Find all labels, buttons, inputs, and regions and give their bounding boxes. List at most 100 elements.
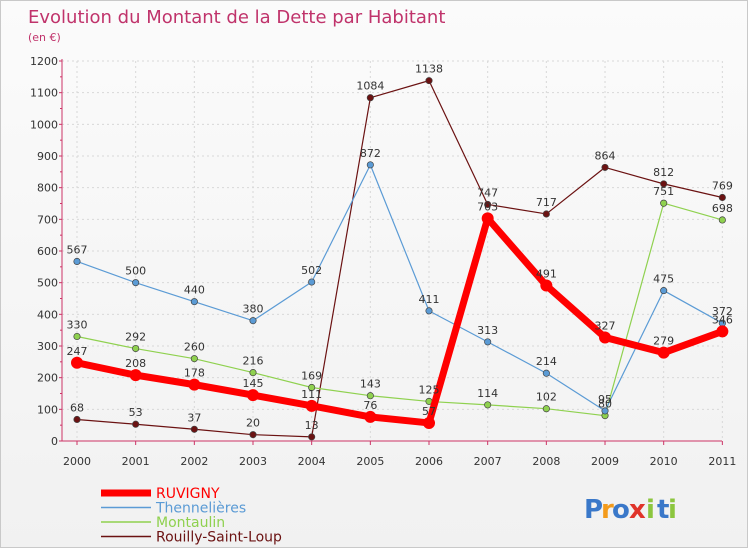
data-label-ruvigny: 111 bbox=[301, 388, 322, 401]
data-label-ruvigny: 247 bbox=[67, 345, 88, 358]
data-label-rouilly-saint-loup: 1084 bbox=[356, 80, 384, 93]
data-point-rouilly-saint-loup bbox=[601, 163, 609, 171]
legend-label: Rouilly-Saint-Loup bbox=[156, 530, 282, 546]
x-tick-label: 2002 bbox=[180, 455, 208, 468]
data-label-montaulin: 114 bbox=[477, 387, 498, 400]
data-label-thenneli-res: 214 bbox=[536, 355, 557, 368]
x-tick-label: 2004 bbox=[298, 455, 326, 468]
data-label-rouilly-saint-loup: 53 bbox=[129, 406, 143, 419]
data-point-ruvigny bbox=[716, 325, 729, 338]
data-point-montaulin bbox=[542, 405, 550, 413]
y-tick-label: 200 bbox=[37, 372, 58, 385]
data-label-montaulin: 260 bbox=[184, 341, 205, 354]
y-tick-label: 900 bbox=[37, 150, 58, 163]
y-tick-label: 800 bbox=[37, 182, 58, 195]
data-point-montaulin bbox=[660, 199, 668, 207]
data-label-thenneli-res: 500 bbox=[125, 265, 146, 278]
data-label-thenneli-res: 95 bbox=[598, 393, 612, 406]
chart-subtitle: (en €) bbox=[28, 31, 61, 44]
data-point-rouilly-saint-loup bbox=[190, 425, 198, 433]
x-tick-label: 2009 bbox=[591, 455, 619, 468]
logo-letter: r bbox=[601, 495, 614, 525]
data-point-ruvigny bbox=[247, 389, 260, 402]
data-label-montaulin: 80 bbox=[598, 398, 612, 411]
data-label-ruvigny: 76 bbox=[363, 399, 377, 412]
data-point-ruvigny bbox=[305, 399, 318, 412]
data-point-montaulin bbox=[132, 344, 140, 353]
data-point-ruvigny bbox=[657, 346, 670, 359]
data-label-ruvigny: 208 bbox=[125, 357, 146, 370]
logo-letter: t bbox=[657, 495, 669, 525]
data-label-montaulin: 102 bbox=[536, 391, 557, 404]
data-point-montaulin bbox=[73, 332, 81, 341]
data-point-thenneli-res bbox=[249, 317, 257, 325]
data-label-thenneli-res: 440 bbox=[184, 284, 205, 297]
x-tick-label: 2008 bbox=[532, 455, 560, 468]
series-line-rouilly-saint-loup bbox=[76, 80, 723, 438]
data-point-thenneli-res bbox=[601, 407, 609, 415]
data-label-thenneli-res: 502 bbox=[301, 264, 322, 277]
data-point-ruvigny bbox=[599, 331, 612, 344]
data-label-ruvigny: 327 bbox=[595, 319, 616, 332]
data-label-ruvigny: 145 bbox=[243, 377, 264, 390]
data-point-rouilly-saint-loup bbox=[132, 420, 140, 428]
x-tick-label: 2005 bbox=[356, 455, 384, 468]
data-label-ruvigny: 178 bbox=[184, 367, 205, 380]
data-point-ruvigny bbox=[481, 212, 494, 225]
y-tick-label: 1200 bbox=[30, 55, 58, 68]
data-label-thenneli-res: 411 bbox=[419, 293, 440, 306]
series-line-ruvigny bbox=[76, 214, 724, 427]
legend-label: Montaulin bbox=[156, 515, 225, 531]
x-tick-label: 2006 bbox=[415, 455, 443, 468]
x-tick-label: 2001 bbox=[122, 455, 150, 468]
x-tick-label: 2003 bbox=[239, 455, 267, 468]
data-label-rouilly-saint-loup: 812 bbox=[653, 166, 674, 179]
y-tick-label: 100 bbox=[37, 403, 58, 416]
y-tick-label: 600 bbox=[37, 245, 58, 258]
data-point-thenneli-res bbox=[425, 307, 433, 315]
logo-letter: i bbox=[668, 495, 677, 525]
data-point-rouilly-saint-loup bbox=[542, 210, 550, 218]
data-point-rouilly-saint-loup bbox=[718, 193, 726, 202]
data-point-thenneli-res bbox=[73, 257, 81, 266]
data-label-thenneli-res: 872 bbox=[360, 147, 381, 160]
data-label-ruvigny: 57 bbox=[422, 405, 436, 418]
data-point-thenneli-res bbox=[190, 298, 198, 306]
data-point-montaulin bbox=[249, 369, 257, 377]
data-label-thenneli-res: 475 bbox=[653, 273, 674, 286]
data-point-thenneli-res bbox=[484, 338, 492, 346]
data-point-rouilly-saint-loup bbox=[249, 431, 257, 439]
chart-title: Evolution du Montant de la Dette par Hab… bbox=[28, 7, 445, 28]
y-tick-label: 1000 bbox=[30, 118, 58, 131]
data-point-rouilly-saint-loup bbox=[366, 94, 374, 102]
data-label-ruvigny: 703 bbox=[477, 200, 498, 213]
data-point-ruvigny bbox=[540, 279, 553, 292]
data-label-montaulin: 330 bbox=[67, 319, 88, 332]
y-tick-label: 700 bbox=[37, 213, 58, 226]
data-point-thenneli-res bbox=[308, 278, 316, 286]
data-label-montaulin: 216 bbox=[243, 355, 264, 368]
series-line-montaulin bbox=[76, 202, 723, 417]
logo-letter: P bbox=[584, 495, 603, 525]
data-point-ruvigny bbox=[364, 410, 377, 423]
data-label-ruvigny: 491 bbox=[536, 268, 557, 281]
data-point-montaulin bbox=[308, 383, 316, 392]
data-label-rouilly-saint-loup: 20 bbox=[246, 417, 260, 430]
data-label-rouilly-saint-loup: 13 bbox=[305, 419, 319, 432]
series-line-thenneli-res bbox=[76, 164, 723, 412]
x-tick-label: 2000 bbox=[63, 455, 91, 468]
y-tick-label: 300 bbox=[37, 340, 58, 353]
x-tick-label: 2011 bbox=[708, 455, 736, 468]
data-label-montaulin: 143 bbox=[360, 378, 381, 391]
legend-label: RUVIGNY bbox=[156, 486, 220, 502]
data-point-montaulin bbox=[718, 216, 726, 224]
data-point-rouilly-saint-loup bbox=[73, 415, 81, 424]
data-point-ruvigny bbox=[129, 369, 142, 382]
logo-letter: x bbox=[629, 495, 646, 525]
data-label-thenneli-res: 372 bbox=[712, 305, 733, 318]
data-point-rouilly-saint-loup bbox=[308, 433, 316, 441]
data-label-rouilly-saint-loup: 864 bbox=[595, 149, 616, 162]
logo-letter: i bbox=[646, 495, 655, 525]
data-label-montaulin: 292 bbox=[125, 331, 146, 344]
data-label-rouilly-saint-loup: 747 bbox=[477, 186, 498, 199]
